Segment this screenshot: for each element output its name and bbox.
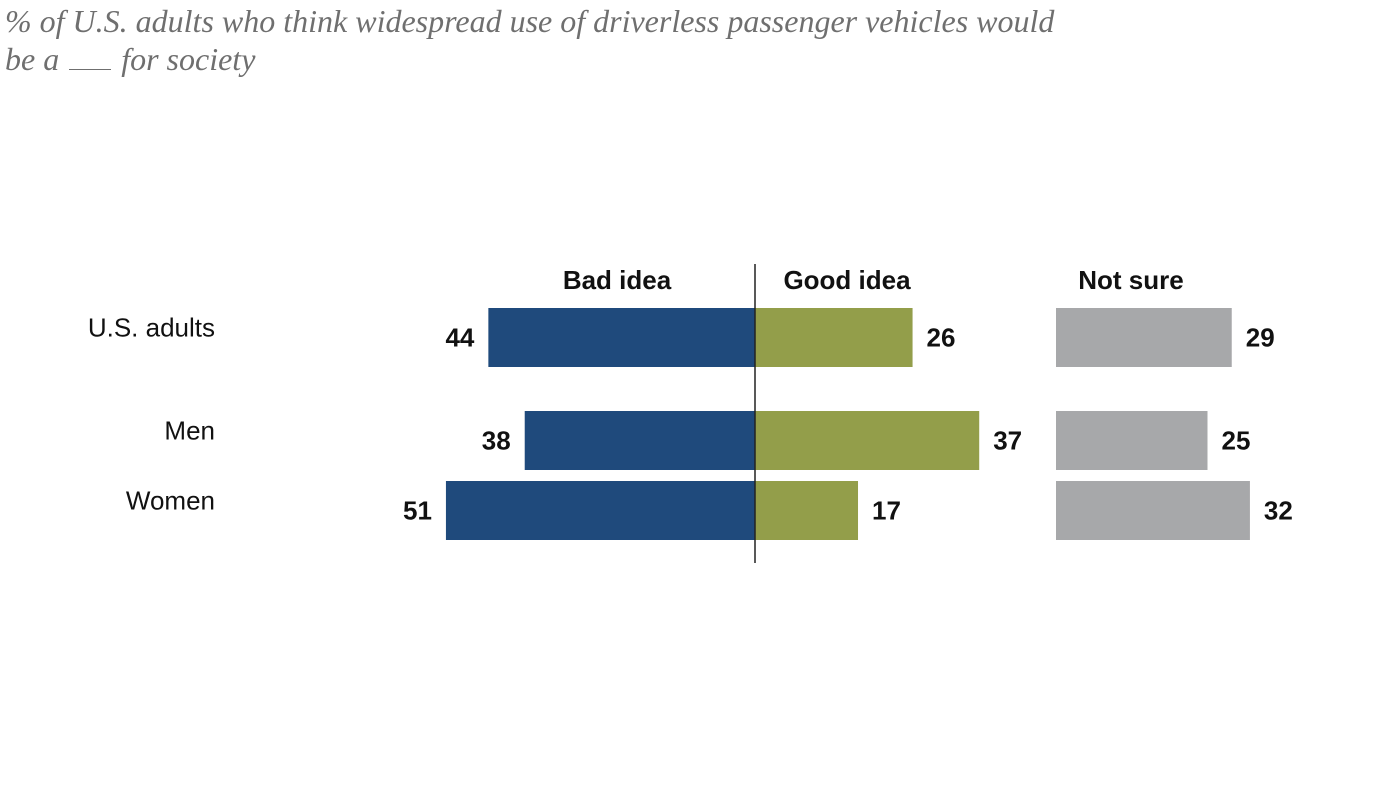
value-good-idea-men: 37 xyxy=(993,426,1022,456)
bar-not-sure-men xyxy=(1056,411,1208,470)
value-bad-idea-men: 38 xyxy=(482,426,511,456)
legend-bad-idea: Bad idea xyxy=(563,265,672,295)
bar-not-sure-u-s-adults xyxy=(1056,308,1232,367)
value-bad-idea-women: 51 xyxy=(403,496,432,526)
title-blank xyxy=(69,45,112,70)
bar-good-idea-men xyxy=(755,411,980,470)
value-not-sure-women: 32 xyxy=(1264,496,1293,526)
title-line-2-end: for society xyxy=(121,41,256,77)
chart-title: % of U.S. adults who think widespread us… xyxy=(5,2,1205,78)
bar-good-idea-women xyxy=(755,481,859,540)
value-not-sure-u-s-adults: 29 xyxy=(1246,323,1275,353)
value-not-sure-men: 25 xyxy=(1222,426,1251,456)
bar-bad-idea-women xyxy=(445,481,755,540)
bar-bad-idea-men xyxy=(524,411,755,470)
value-good-idea-u-s-adults: 26 xyxy=(927,323,956,353)
value-bad-idea-u-s-adults: 44 xyxy=(445,323,474,353)
title-line-1: % of U.S. adults who think widespread us… xyxy=(5,3,1055,39)
bar-good-idea-u-s-adults xyxy=(755,308,913,367)
category-label-women: Women xyxy=(126,486,215,516)
category-label-men: Men xyxy=(164,416,215,446)
title-line-2-start: be a xyxy=(5,41,60,77)
legend-good-idea: Good idea xyxy=(783,265,911,295)
value-good-idea-women: 17 xyxy=(872,496,901,526)
category-label-u-s-adults: U.S. adults xyxy=(88,313,215,343)
bar-not-sure-women xyxy=(1056,481,1250,540)
legend-not-sure: Not sure xyxy=(1078,265,1183,295)
bar-bad-idea-u-s-adults xyxy=(488,308,755,367)
